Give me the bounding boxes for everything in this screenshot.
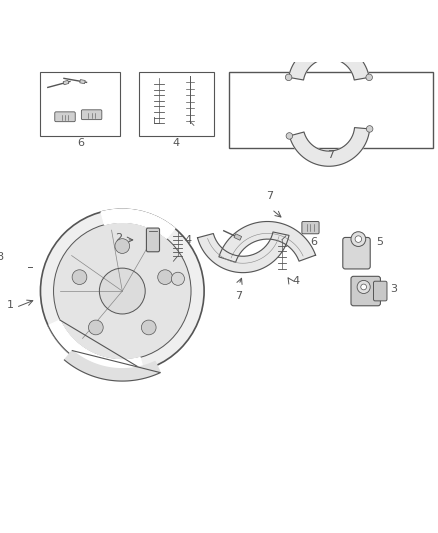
- Circle shape: [366, 126, 373, 132]
- Circle shape: [72, 270, 87, 285]
- FancyBboxPatch shape: [4, 261, 23, 272]
- Circle shape: [88, 320, 103, 335]
- Circle shape: [361, 284, 367, 290]
- Text: 8: 8: [0, 252, 4, 262]
- Bar: [63, 80, 69, 85]
- Bar: [229, 72, 433, 148]
- Text: 3: 3: [390, 284, 397, 294]
- Polygon shape: [289, 44, 369, 80]
- Polygon shape: [219, 222, 315, 262]
- FancyBboxPatch shape: [351, 276, 381, 306]
- Polygon shape: [198, 232, 289, 273]
- Bar: [234, 234, 242, 240]
- Circle shape: [355, 236, 362, 243]
- Text: 6: 6: [77, 138, 84, 148]
- Circle shape: [285, 74, 292, 80]
- FancyBboxPatch shape: [55, 112, 75, 122]
- Circle shape: [286, 133, 293, 139]
- Circle shape: [351, 232, 366, 246]
- Circle shape: [141, 320, 156, 335]
- Polygon shape: [64, 351, 160, 381]
- Polygon shape: [48, 320, 144, 373]
- Bar: [139, 72, 214, 135]
- Text: 5: 5: [376, 237, 383, 247]
- Circle shape: [366, 74, 372, 80]
- Text: 2: 2: [115, 233, 122, 243]
- Circle shape: [99, 268, 145, 314]
- Text: 7: 7: [235, 291, 243, 301]
- Text: 4: 4: [292, 276, 299, 286]
- Circle shape: [158, 270, 173, 285]
- FancyBboxPatch shape: [146, 228, 159, 252]
- Text: 6: 6: [233, 247, 240, 257]
- Text: 1: 1: [7, 301, 14, 310]
- FancyBboxPatch shape: [343, 238, 370, 269]
- FancyBboxPatch shape: [81, 110, 102, 119]
- Circle shape: [115, 239, 130, 253]
- Text: 4: 4: [173, 138, 180, 148]
- Circle shape: [53, 222, 191, 360]
- FancyBboxPatch shape: [302, 222, 319, 234]
- Bar: [80, 79, 85, 84]
- Circle shape: [357, 280, 370, 294]
- Text: 4: 4: [185, 235, 192, 245]
- Polygon shape: [101, 209, 175, 238]
- Circle shape: [40, 209, 204, 373]
- Polygon shape: [290, 127, 370, 166]
- Text: 7: 7: [327, 150, 335, 160]
- Text: 7: 7: [266, 191, 273, 201]
- Circle shape: [171, 272, 184, 285]
- FancyBboxPatch shape: [374, 281, 387, 301]
- Bar: [40, 72, 120, 135]
- Text: 6: 6: [310, 237, 317, 247]
